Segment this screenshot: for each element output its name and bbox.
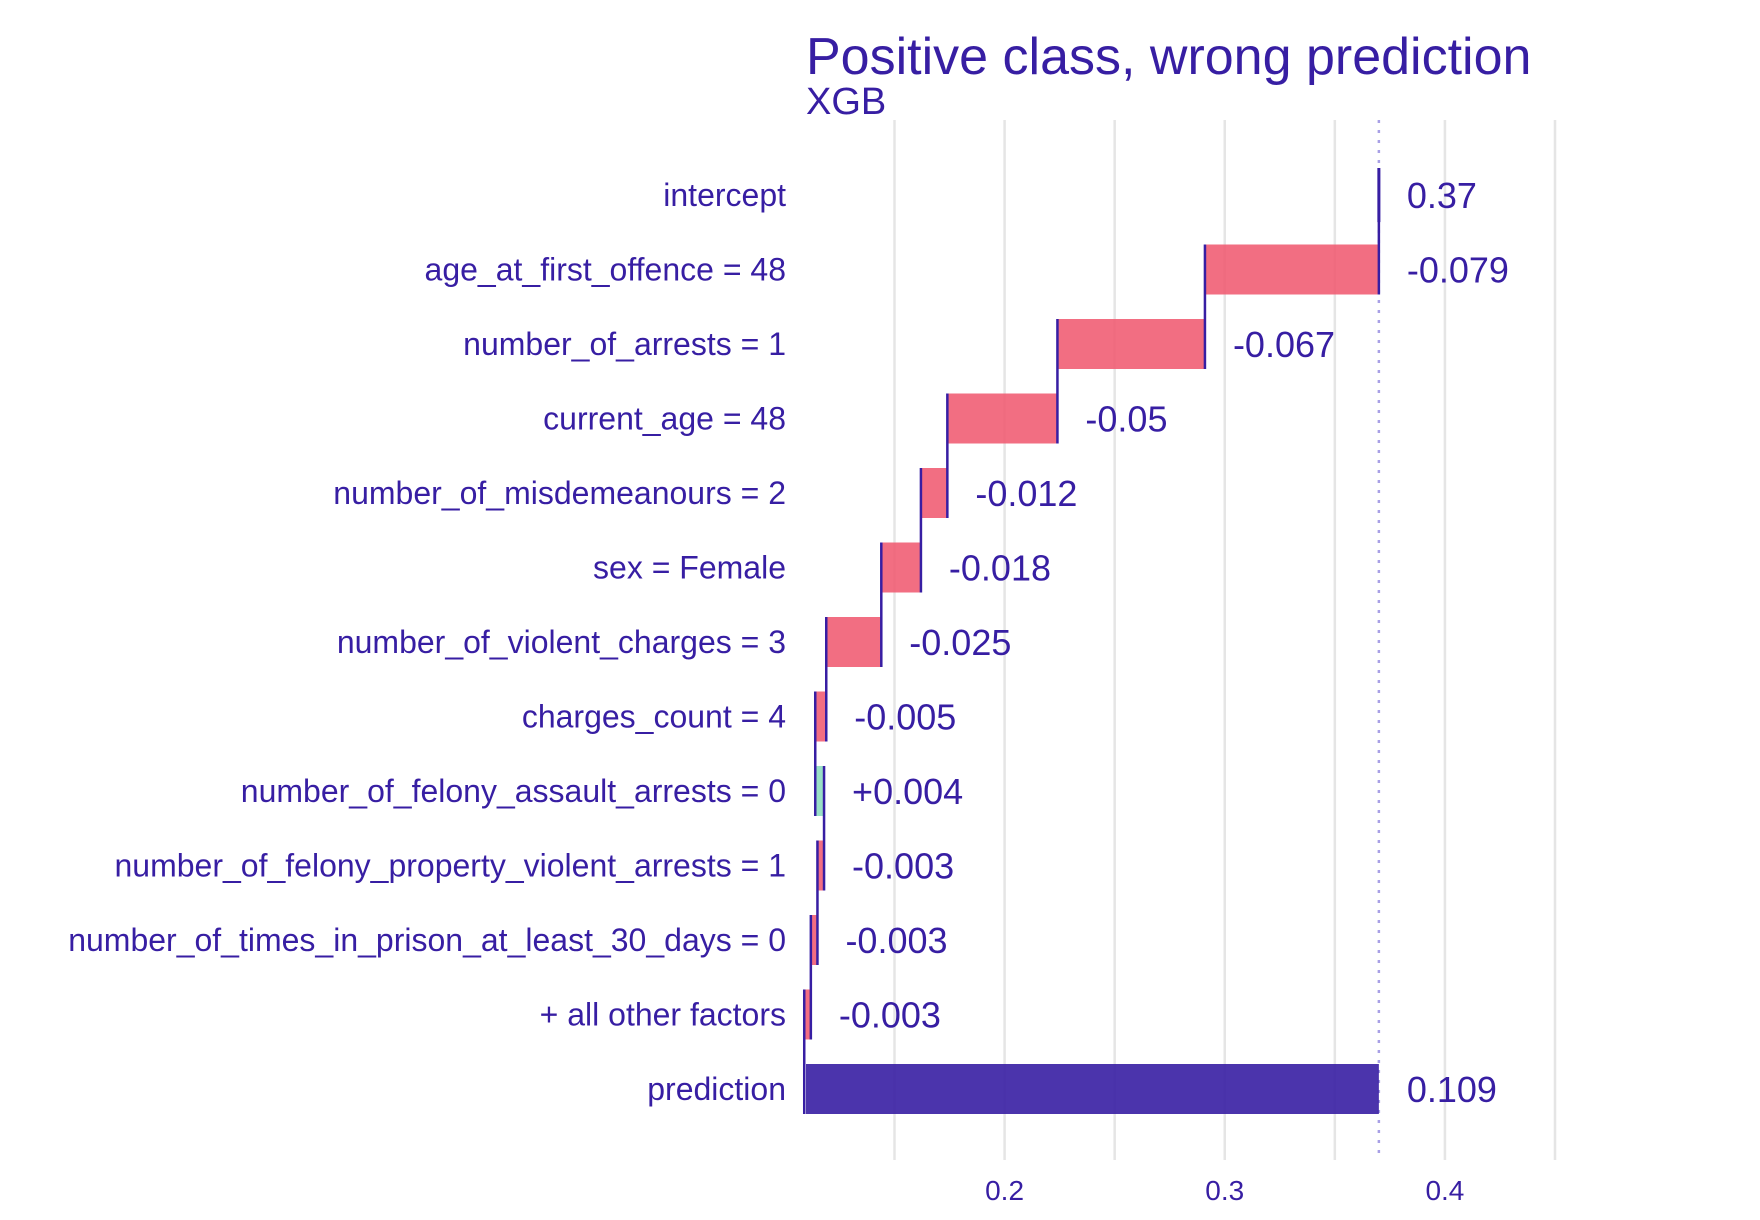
value-labels: 0.37 -0.079 -0.067 -0.05-0.012 -0.018 -0.025 -…: [839, 175, 1509, 1110]
contribution-bar: [920, 468, 948, 518]
contribution-bar: [815, 691, 827, 742]
chart-subtitle: XGB: [806, 81, 886, 123]
contribution-bar: [1057, 319, 1205, 369]
x-axis-ticks: 0.2 0.3 0.4: [985, 1175, 1464, 1206]
row-label: number_of_felony_assault_arrests = 0: [241, 773, 786, 809]
row-label: number_of_misdemeanours = 2: [333, 475, 786, 511]
value-label: -0.003: [845, 920, 947, 961]
prediction-bar: [806, 1064, 1379, 1114]
contribution-bar: [817, 840, 825, 891]
contribution-bar: [1204, 244, 1379, 295]
contribution-bar: [815, 766, 825, 816]
contribution-bar: [804, 989, 811, 1040]
contribution-bar: [881, 542, 921, 593]
row-label: charges_count = 4: [522, 699, 786, 735]
value-label: -0.05: [1085, 399, 1167, 440]
value-label: -0.003: [852, 846, 954, 887]
value-label: -0.067: [1233, 324, 1335, 365]
row-label: sex = Female: [593, 550, 786, 586]
contribution-bar: [826, 617, 882, 667]
bars: [802, 168, 1381, 1114]
row-label: number_of_arrests = 1: [463, 326, 786, 362]
x-tick-label: 0.3: [1205, 1175, 1244, 1206]
chart-title: Positive class, wrong prediction: [806, 28, 1531, 86]
contribution-bar: [810, 915, 818, 965]
row-label: + all other factors: [540, 997, 786, 1033]
value-label: -0.018: [949, 548, 1051, 589]
row-label: age_at_first_offence = 48: [425, 252, 786, 288]
row-label: number_of_felony_property_violent_arrest…: [114, 848, 786, 884]
row-label: current_age = 48: [543, 401, 786, 437]
row-labels: intercept age_at_first_offence = 48 number…: [68, 177, 786, 1107]
value-label: 0.37: [1407, 175, 1477, 216]
row-label: number_of_violent_charges = 3: [337, 624, 786, 660]
x-tick-label: 0.4: [1425, 1175, 1464, 1206]
row-label: prediction: [647, 1071, 786, 1107]
row-label: number_of_times_in_prison_at_least_30_da…: [68, 922, 786, 958]
contribution-bar: [947, 393, 1058, 444]
value-label: 0.109: [1407, 1069, 1497, 1110]
value-label: -0.012: [975, 473, 1077, 514]
row-label: intercept: [663, 177, 786, 213]
value-label: -0.079: [1407, 250, 1509, 291]
x-tick-label: 0.2: [985, 1175, 1024, 1206]
value-label: -0.025: [909, 622, 1011, 663]
value-label: +0.004: [852, 771, 963, 812]
value-label: -0.005: [854, 697, 956, 738]
value-label: -0.003: [839, 995, 941, 1036]
